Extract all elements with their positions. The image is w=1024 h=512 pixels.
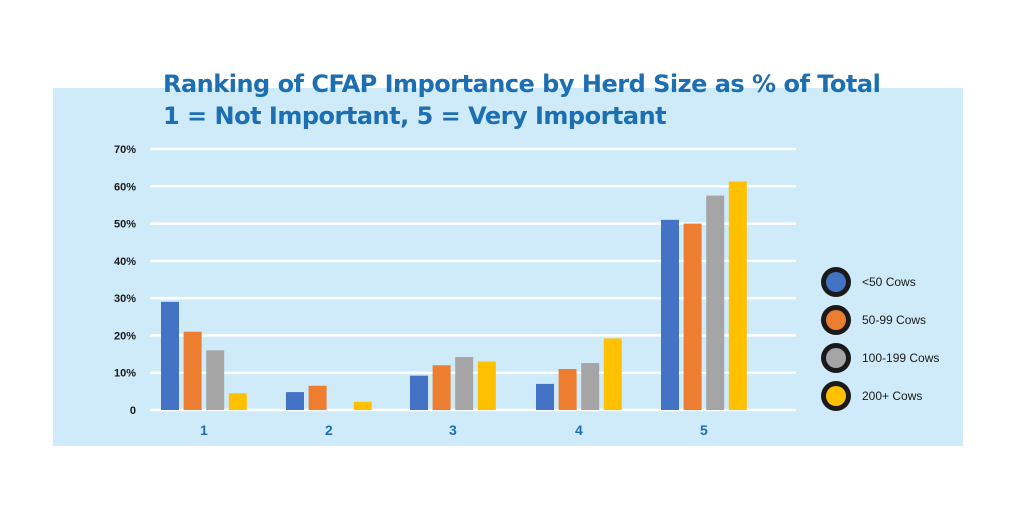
bar [728,181,747,410]
x-category-label: 5 [700,422,708,438]
legend-marker [826,386,846,406]
y-tick-label: 50% [114,219,136,231]
x-category-label: 2 [325,422,333,438]
y-tick-label: 10% [114,368,136,380]
bar [161,301,179,410]
bar [581,363,600,410]
bar [455,357,474,410]
bar [432,365,451,410]
legend-marker [826,348,846,368]
y-tick-label: 30% [114,293,136,305]
chart-title: Ranking of CFAP Importance by Herd Size … [163,70,881,98]
legend-label: <50 Cows [862,275,916,289]
chart-title-block: Ranking of CFAP Importance by Herd Size … [163,68,881,132]
chart-background-panel [53,88,963,446]
bar [206,350,225,410]
bar [183,331,202,410]
legend-label: 50-99 Cows [862,313,926,327]
bar [683,223,702,410]
y-tick-label: 40% [114,256,136,268]
bar [661,219,679,410]
legend-marker [826,272,846,292]
y-tick-label: 0 [130,405,136,417]
x-category-label: 4 [575,422,583,438]
x-category-label: 3 [449,422,457,438]
bar [353,401,372,410]
legend-label: 100-199 Cows [862,351,939,365]
legend-marker [826,310,846,330]
y-tick-label: 70% [114,144,136,156]
legend-label: 200+ Cows [862,389,922,403]
bar [477,361,496,410]
bar [308,385,327,410]
bar [706,195,725,410]
x-category-label: 1 [200,422,208,438]
bar [603,338,622,410]
bar [286,392,304,410]
bar [410,375,428,410]
bar [536,383,554,410]
y-tick-label: 60% [114,181,136,193]
chart-subtitle: 1 = Not Important, 5 = Very Important [163,102,667,130]
y-tick-label: 20% [114,330,136,342]
bar [558,368,577,410]
bar [228,393,247,410]
